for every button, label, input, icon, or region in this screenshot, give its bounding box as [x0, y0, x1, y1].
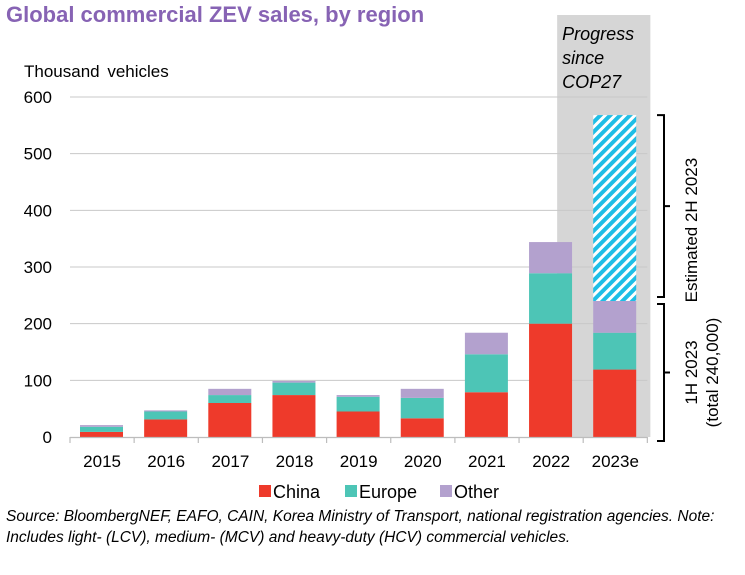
bar-other-2020: [400, 388, 444, 398]
bar-china-2017: [208, 403, 252, 437]
x-tick-label: 2018: [276, 452, 314, 471]
bar-other-2022: [529, 242, 573, 274]
bar-europe-2021: [464, 354, 508, 393]
y-tick-label: 600: [24, 88, 52, 107]
legend-swatch-china: [259, 485, 271, 497]
bar-other-2016: [144, 410, 188, 412]
brace-label-1h-line: (total 240,000): [703, 318, 722, 428]
bar-other-2019: [336, 395, 380, 397]
bar-other-2015: [80, 425, 123, 427]
legend-label-china: China: [273, 482, 321, 502]
bar-europe-2023e: [593, 332, 637, 370]
bar-europe-2015: [80, 426, 123, 432]
source-note: Source: BloombergNEF, EAFO, CAIN, Korea …: [6, 508, 715, 546]
bar-china-2016: [144, 419, 188, 437]
y-tick-label: 100: [24, 371, 52, 390]
bar-china-2023e: [593, 369, 637, 437]
bar-europe-2017: [208, 395, 252, 403]
x-tick-label: 2017: [211, 452, 249, 471]
bar-other-2017: [208, 388, 252, 396]
bar-china-2019: [336, 411, 380, 437]
legend-swatch-europe: [345, 485, 357, 497]
bar-other-2023e: [593, 301, 637, 333]
band-label-line: since: [562, 48, 604, 68]
bar-europe-2020: [400, 397, 444, 419]
y-tick-label: 500: [24, 145, 52, 164]
x-tick-label: 2019: [340, 452, 378, 471]
brace-label-1h-line: 1H 2023: [682, 340, 701, 404]
y-tick-label: 300: [24, 258, 52, 277]
brace-label-2h: Estimated 2H 2023: [682, 158, 701, 303]
x-tick-label: 2023e: [592, 452, 639, 471]
bar-europe-2019: [336, 396, 380, 412]
x-tick-label: 2015: [83, 452, 121, 471]
x-tick-label: 2021: [468, 452, 506, 471]
band-label-line: Progress: [562, 24, 634, 44]
legend-label-europe: Europe: [359, 482, 417, 502]
legend-label-other: Other: [454, 482, 499, 502]
bar-other-2018: [272, 380, 316, 383]
x-tick-label: 2022: [532, 452, 570, 471]
x-tick-label: 2016: [147, 452, 185, 471]
band-label-line: COP27: [562, 72, 622, 92]
bar-china-2018: [272, 395, 316, 437]
brace-estimated-2h: [657, 114, 670, 298]
bar-china-2015: [80, 431, 123, 437]
bar-europe-2016: [144, 411, 188, 420]
bar-china-2020: [400, 418, 444, 437]
bar-china-2021: [464, 392, 508, 437]
x-tick-label: 2020: [404, 452, 442, 471]
bar-other-2021: [464, 332, 508, 355]
brace-1h-2023: [657, 303, 670, 442]
y-tick-label: 0: [43, 428, 52, 447]
bar-estimated-2h-2023: [593, 115, 637, 301]
bar-europe-2022: [529, 273, 573, 324]
y-tick-label: 400: [24, 201, 52, 220]
bar-europe-2018: [272, 382, 316, 396]
bar-china-2022: [529, 323, 573, 437]
legend-swatch-other: [440, 485, 452, 497]
chart-title: Global commercial ZEV sales, by region: [6, 2, 425, 27]
y-tick-label: 200: [24, 315, 52, 334]
y-axis-label: Thousand vehicles: [24, 62, 169, 81]
